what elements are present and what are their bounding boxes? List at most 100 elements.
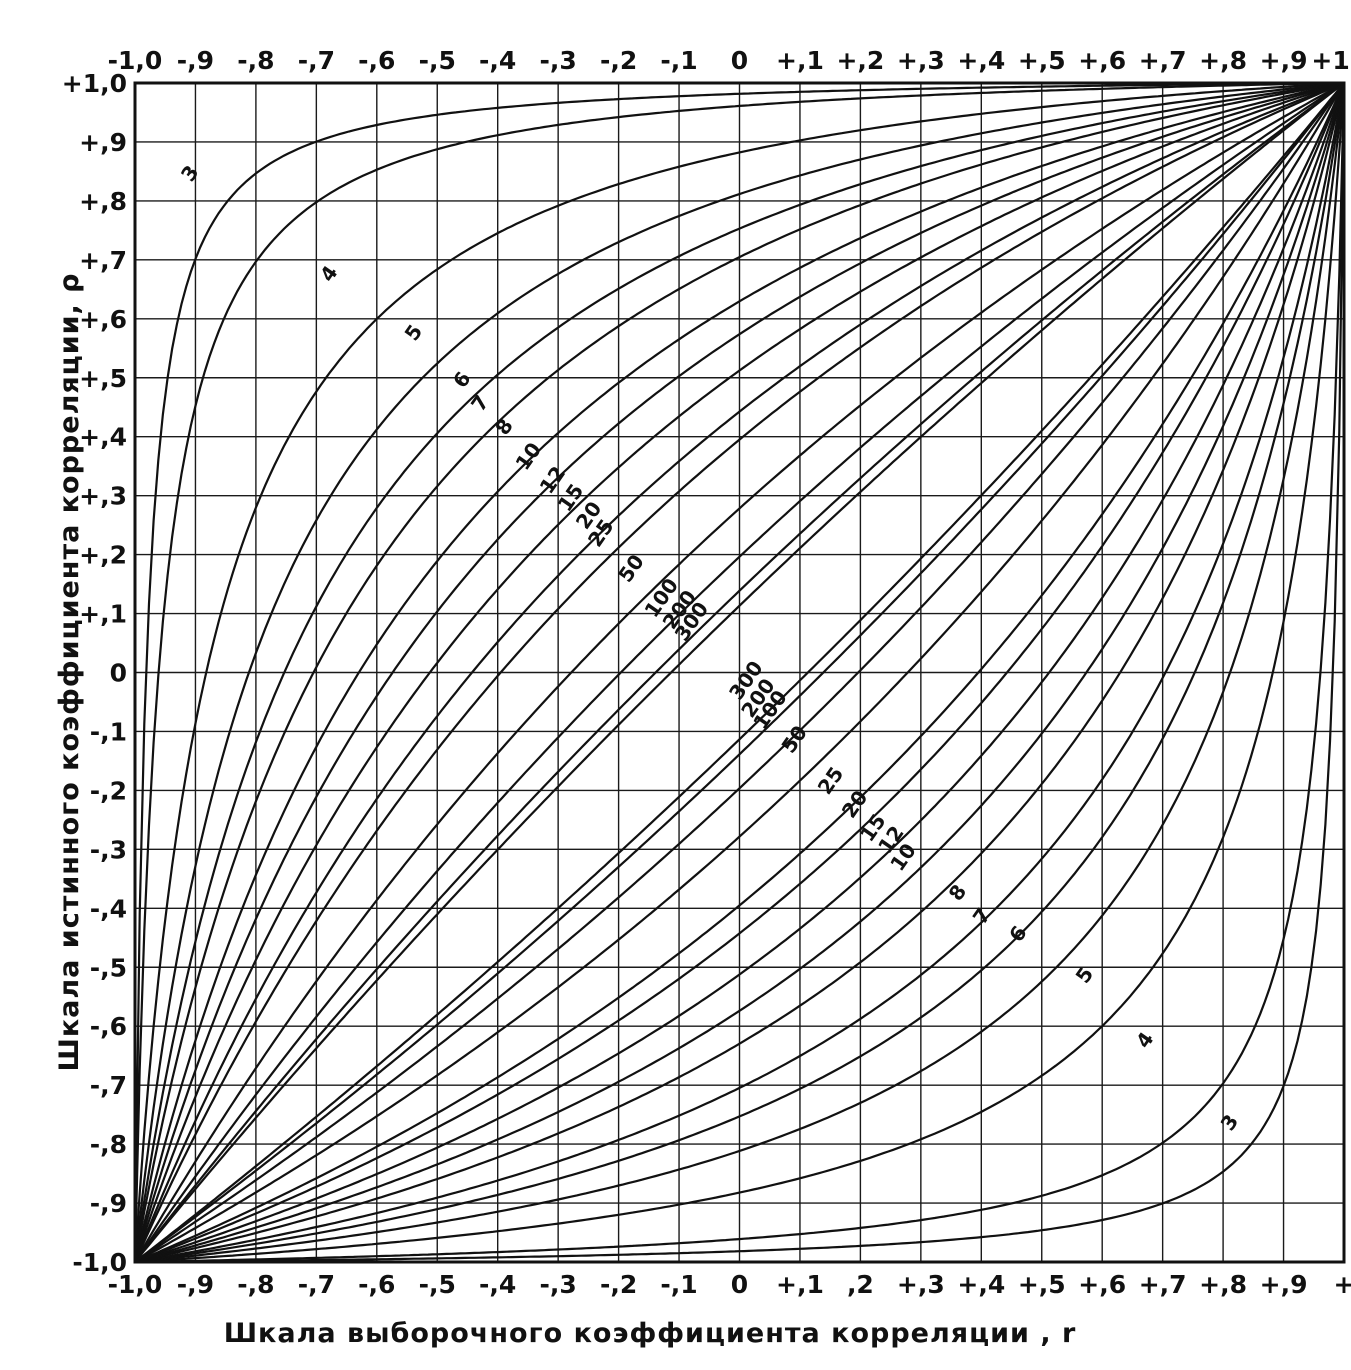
lower-confidence-curve (134, 82, 1346, 1264)
upper-confidence-curve (133, 81, 1344, 1262)
curve-layer (133, 81, 1346, 1264)
y-tick-label: +,7 (79, 246, 127, 275)
upper-confidence-curve (133, 81, 1345, 1263)
x-tick-label-top: -,4 (479, 46, 516, 75)
lower-confidence-curve (134, 82, 1346, 1264)
y-tick-label: -1,0 (72, 1248, 127, 1277)
x-tick-label-bottom: +,8 (1199, 1270, 1247, 1299)
x-tick-label-bottom: +,5 (1018, 1270, 1066, 1299)
y-tick-label: +1,0 (62, 69, 127, 98)
upper-confidence-curve (133, 81, 1345, 1263)
lower-confidence-curve (134, 82, 1345, 1263)
y-tick-label: -,9 (90, 1189, 127, 1218)
x-tick-label-bottom: +,3 (897, 1270, 945, 1299)
upper-confidence-curve (133, 81, 1345, 1262)
plot-frame (133, 81, 1346, 1264)
y-tick-label: +,1 (79, 600, 127, 629)
x-tick-label-bottom: -,6 (358, 1270, 395, 1299)
x-tick-label-bottom: ,2 (847, 1270, 874, 1299)
y-tick-label: -,7 (90, 1071, 127, 1100)
lower-confidence-curve (134, 82, 1346, 1264)
x-tick-label-bottom: +,6 (1078, 1270, 1126, 1299)
upper-confidence-curve (134, 82, 1345, 1263)
upper-curve-label: 8 (490, 414, 518, 439)
y-tick-label: -,6 (90, 1012, 127, 1041)
x-tick-label-bottom: +,9 (1260, 1270, 1308, 1299)
x-tick-label-top: +,4 (957, 46, 1005, 75)
y-axis-title: Шкала истинного коэффициента корреляции,… (54, 272, 85, 1071)
upper-confidence-curve (133, 81, 1345, 1263)
y-tick-label: +,3 (79, 482, 127, 511)
upper-curve-label: 3 (176, 161, 204, 186)
upper-curve-label: 5 (400, 320, 428, 345)
upper-confidence-curve (133, 81, 1345, 1263)
upper-curve-label: 4 (315, 261, 343, 286)
x-tick-label-top: 0 (731, 46, 748, 75)
lower-confidence-curve (135, 83, 1346, 1264)
x-tick-label-top: +,1 (776, 46, 824, 75)
tick-layer: -1,0-1,0+1,0-,9-,9+,9-,8-,8+,8-,7-,7+,7-… (62, 46, 1351, 1299)
y-tick-label: -,8 (90, 1130, 127, 1159)
y-tick-label: +,2 (79, 541, 127, 570)
x-tick-label-bottom: -,9 (177, 1270, 214, 1299)
upper-confidence-curve (134, 82, 1345, 1263)
x-tick-label-top: -1,0 (108, 46, 163, 75)
y-tick-label: +,6 (79, 305, 127, 334)
lower-curve-label: 50 (776, 721, 812, 758)
lower-confidence-curve (134, 82, 1346, 1264)
lower-confidence-curve (134, 82, 1345, 1263)
x-tick-label-top: +,3 (897, 46, 945, 75)
x-tick-label-top: -,9 (177, 46, 214, 75)
x-tick-label-top: +,9 (1260, 46, 1308, 75)
y-tick-label: +,5 (79, 364, 127, 393)
upper-confidence-curve (133, 81, 1345, 1263)
y-tick-label: +,4 (79, 423, 127, 452)
x-tick-label-top: -,7 (298, 46, 335, 75)
x-tick-label-bottom: +,7 (1139, 1270, 1187, 1299)
upper-curve-label: 7 (466, 391, 494, 416)
x-tick-label-bottom: -1,0 (108, 1270, 163, 1299)
x-tick-label-top: -,6 (358, 46, 395, 75)
upper-confidence-curve (134, 82, 1345, 1263)
x-tick-label-top: +,7 (1139, 46, 1187, 75)
y-tick-label: -,5 (90, 953, 127, 982)
lower-confidence-curve (134, 82, 1346, 1264)
lower-curve-label: 5 (1071, 962, 1099, 987)
y-tick-label: 0 (110, 659, 127, 688)
lower-curve-label: 4 (1131, 1027, 1159, 1052)
lower-curve-label: 3 (1216, 1110, 1244, 1135)
upper-confidence-curve (133, 81, 1345, 1262)
x-tick-label-bottom: +,4 (957, 1270, 1005, 1299)
x-tick-label-top: +,2 (836, 46, 884, 75)
upper-confidence-curve (134, 82, 1345, 1263)
lower-confidence-curve (134, 82, 1345, 1263)
lower-curve-label: 25 (813, 762, 849, 799)
x-tick-label-bottom: +,1 (776, 1270, 824, 1299)
x-tick-label-top: +,5 (1018, 46, 1066, 75)
x-tick-label-top: +,6 (1078, 46, 1126, 75)
curve-label-layer: 3456781012152025501002003003002001005025… (176, 161, 1243, 1135)
upper-curve-label: 6 (448, 367, 476, 392)
lower-confidence-curve (134, 82, 1346, 1264)
lower-confidence-curve (134, 83, 1346, 1264)
lower-confidence-curve (134, 83, 1346, 1264)
lower-curve-label: 8 (944, 880, 972, 905)
lower-confidence-curve (134, 82, 1346, 1264)
y-tick-label: -,1 (90, 717, 127, 746)
x-tick-label-top: +,8 (1199, 46, 1247, 75)
x-tick-label-top: -,5 (419, 46, 456, 75)
x-tick-label-bottom: 0 (731, 1270, 748, 1299)
y-tick-label: -,3 (90, 835, 127, 864)
lower-curve-label: 6 (1004, 921, 1032, 946)
grid-layer (134, 82, 1345, 1263)
x-tick-label-bottom: -,2 (600, 1270, 637, 1299)
x-tick-label-bottom: -,7 (298, 1270, 335, 1299)
x-tick-label-bottom: -,1 (660, 1270, 697, 1299)
lower-confidence-curve (134, 82, 1346, 1264)
y-tick-label: -,2 (90, 776, 127, 805)
lower-confidence-curve (134, 82, 1345, 1263)
x-tick-label-top: -,1 (660, 46, 697, 75)
x-tick-label-bottom: -,4 (479, 1270, 516, 1299)
